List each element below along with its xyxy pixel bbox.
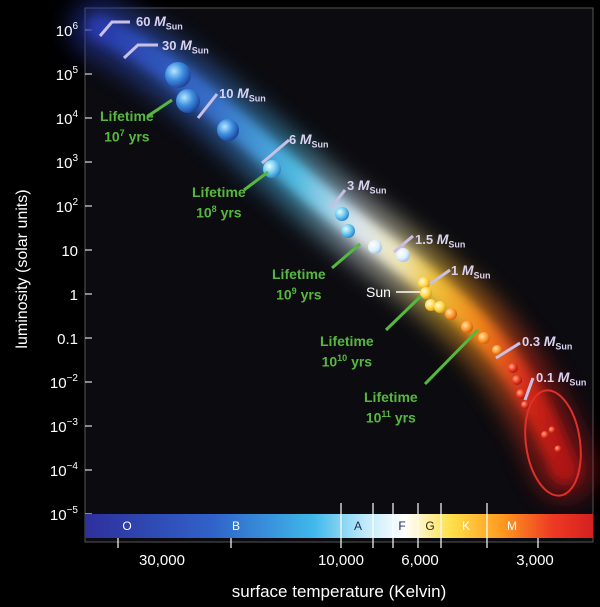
y-tick-label: 105 (55, 65, 78, 84)
star-2msun (368, 240, 382, 254)
star-0p6msun (478, 332, 490, 344)
star-1p5msun (396, 248, 410, 262)
lifetime-label-1e8: Lifetime 108 yrs (192, 184, 246, 221)
spectral-class-bar (85, 514, 593, 538)
star-3msun-a (335, 207, 349, 221)
x-tick-label: 6,000 (401, 552, 439, 569)
y-tick-label: 10 (61, 243, 78, 260)
lifetime-label-1e11: Lifetime 1011 yrs (364, 389, 418, 426)
y-tick-label: 10−5 (49, 505, 78, 524)
star-0p1msun-a (541, 431, 549, 439)
mass-label-1: 1 MSun (451, 262, 491, 281)
spectral-class-f: F (398, 519, 406, 533)
mass-label-1p5: 1.5 MSun (415, 231, 466, 250)
mass-label-60: 60 MSun (136, 13, 183, 32)
spectral-class-k: K (461, 519, 471, 533)
main-sequence-band (87, 15, 578, 483)
y-axis-title: luminosity (solar units) (14, 189, 31, 349)
star-0p8msun-b (445, 308, 457, 320)
y-tick-label: 1 (69, 287, 78, 304)
mass-label-0p1: 0.1 MSun (536, 369, 587, 388)
star-0p7msun (461, 321, 473, 333)
lifetime-label-1e10: Lifetime 1010 yrs (320, 333, 374, 370)
mass-label-0p3: 0.3 MSun (522, 333, 573, 352)
y-tick-label: 0.1 (57, 331, 78, 348)
star-0p1msun-b (548, 426, 556, 434)
star-3msun-b (341, 224, 355, 238)
x-axis-ticks (117, 503, 539, 548)
lifetime-leader-lines (147, 98, 480, 386)
x-tick-label: 30,000 (139, 552, 185, 569)
mass-label-6: 6 MSun (289, 131, 329, 150)
y-tick-label: 103 (55, 153, 78, 172)
y-tick-label: 102 (55, 197, 78, 216)
spectral-class-o: O (122, 519, 132, 533)
spectral-class-a: A (353, 519, 363, 533)
star-0p8msun-a (434, 301, 446, 313)
star-30msun (165, 62, 191, 88)
star-0p2msun (521, 401, 529, 409)
star-10msun (217, 119, 239, 141)
x-tick-label: 10,000 (318, 552, 364, 569)
lifetime-label-1e7: Lifetime 107 yrs (100, 108, 154, 145)
spectral-class-m: M (507, 519, 517, 533)
star-0p4msun (508, 363, 518, 373)
x-tick-label: 3,000 (516, 552, 554, 569)
y-tick-label: 106 (55, 21, 78, 40)
y-tick-label: 104 (55, 109, 78, 128)
star-1p2msun (418, 277, 430, 289)
star-0p5msun (492, 345, 502, 355)
star-0p9msun (425, 299, 437, 311)
sun-label: Sun (366, 284, 391, 300)
mass-label-10: 10 MSun (219, 85, 266, 104)
star-20msun (176, 89, 200, 113)
y-tick-label: 10−3 (49, 417, 78, 436)
star-sun (420, 287, 432, 299)
x-axis-title: surface temperature (Kelvin) (231, 582, 447, 601)
mass-label-3: 3 MSun (347, 177, 387, 196)
y-tick-label: 10−2 (49, 373, 78, 392)
star-0p3msun-a (512, 375, 522, 385)
star-0p1msun-c (554, 445, 562, 453)
highlight-ellipse (524, 389, 582, 497)
lifetime-label-1e9: Lifetime 109 yrs (272, 266, 326, 303)
spectral-class-b: B (231, 519, 241, 533)
star-0p3msun-b (516, 389, 526, 399)
y-tick-label: 10−4 (49, 461, 78, 480)
spectral-class-g: G (425, 519, 435, 533)
mass-label-30: 30 MSun (162, 37, 209, 56)
mass-leader-lines (98, 20, 535, 401)
